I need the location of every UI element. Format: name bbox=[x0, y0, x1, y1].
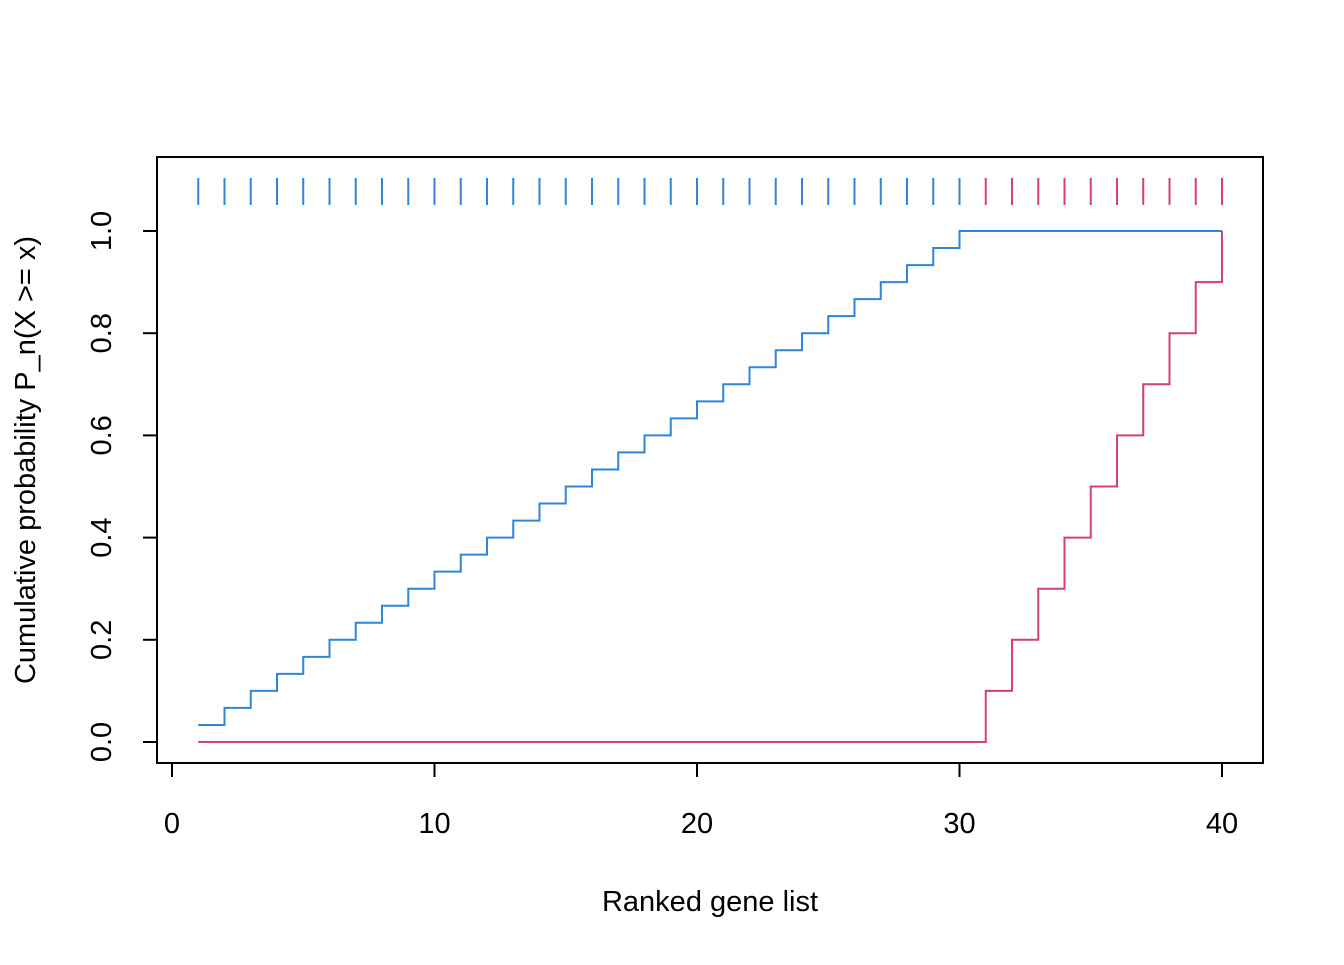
y-tick-label-3: 0.6 bbox=[86, 415, 118, 455]
x-axis-title: Ranked gene list bbox=[602, 886, 818, 918]
x-tick-label-0: 0 bbox=[164, 808, 180, 840]
x-tick-label-4: 40 bbox=[1206, 808, 1238, 840]
series-lines bbox=[198, 230, 1223, 743]
x-axis: 0 10 20 30 40 bbox=[164, 762, 1238, 840]
rug-marks bbox=[197, 178, 1223, 205]
x-tick-label-3: 30 bbox=[943, 808, 975, 840]
y-tick-label-1: 0.2 bbox=[86, 620, 118, 660]
y-tick-label-5: 1.0 bbox=[86, 211, 118, 251]
y-tick-label-4: 0.8 bbox=[86, 313, 118, 353]
x-tick-label-2: 20 bbox=[681, 808, 713, 840]
x-tick-label-1: 10 bbox=[418, 808, 450, 840]
y-tick-label-2: 0.4 bbox=[86, 517, 118, 557]
series-line-2 bbox=[198, 231, 1223, 743]
y-tick-label-0: 0.0 bbox=[86, 722, 118, 762]
series-line-1 bbox=[198, 230, 1222, 726]
y-axis-title: Cumulative probability P_n(X >= x) bbox=[10, 236, 42, 684]
y-axis: 0.0 0.2 0.4 0.6 0.8 1.0 bbox=[86, 211, 158, 762]
